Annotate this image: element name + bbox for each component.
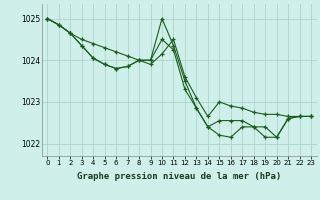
X-axis label: Graphe pression niveau de la mer (hPa): Graphe pression niveau de la mer (hPa): [77, 172, 281, 181]
